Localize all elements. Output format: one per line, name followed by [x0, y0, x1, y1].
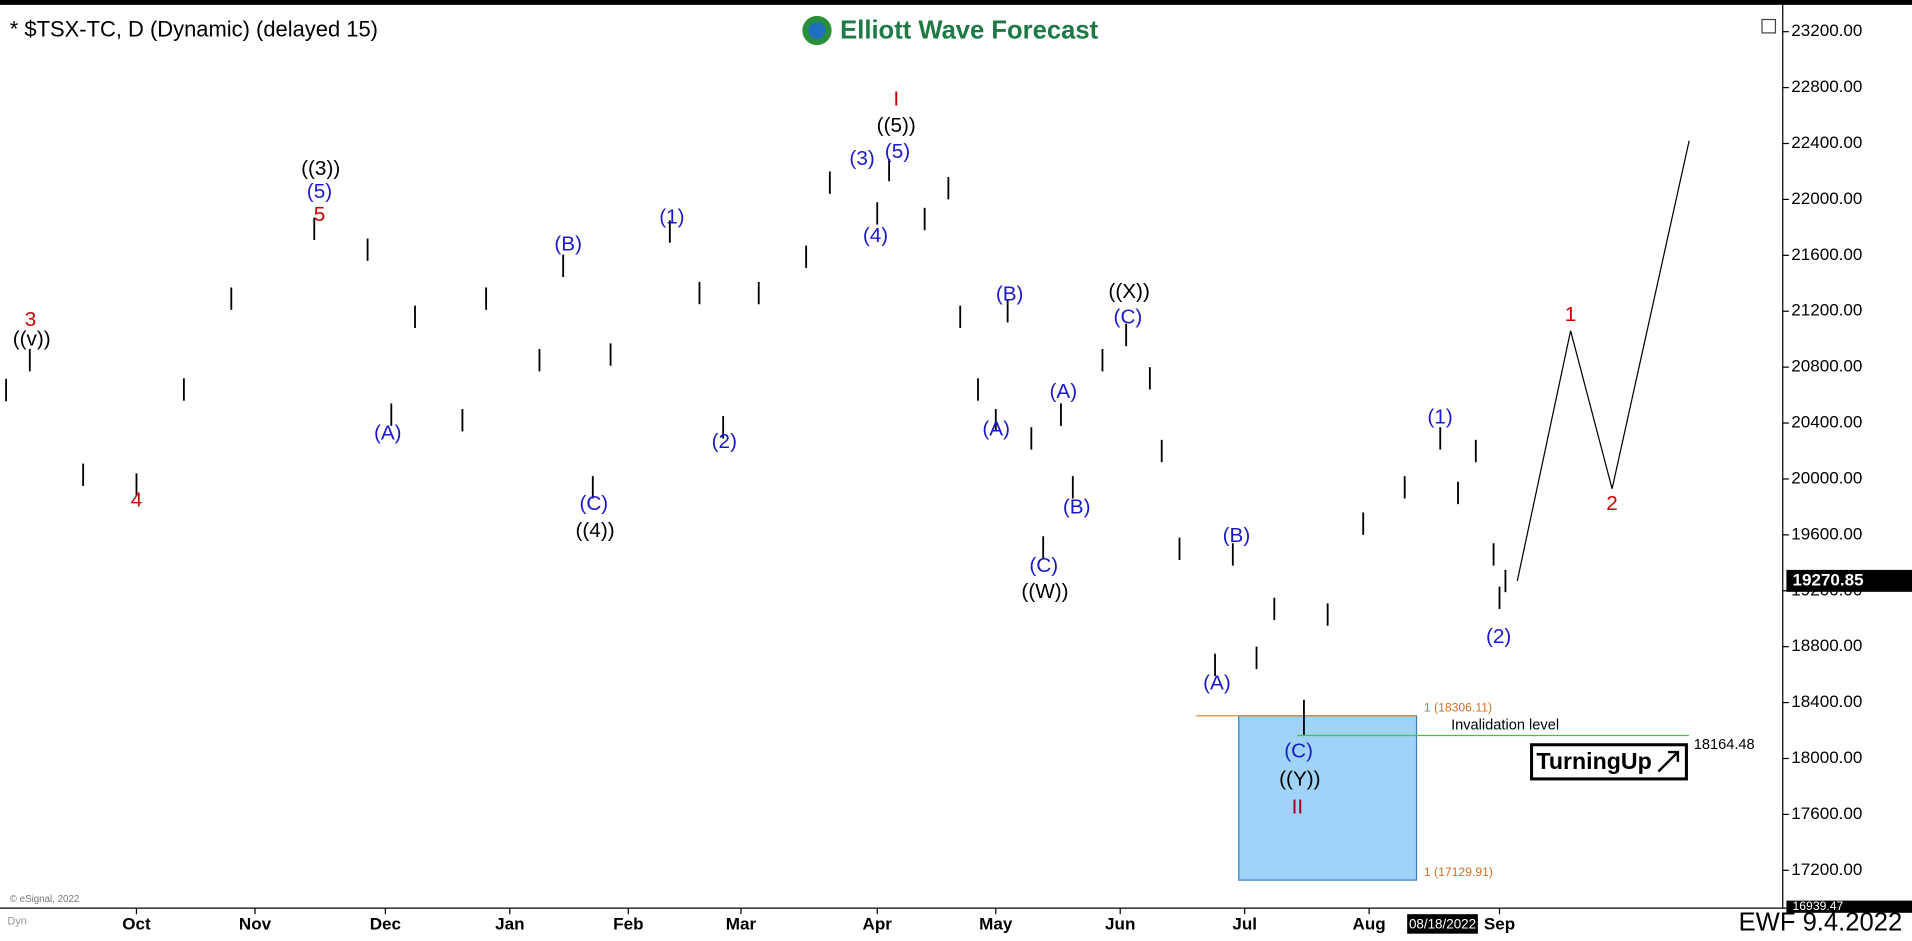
y-tick-label: 19600.00: [1791, 524, 1862, 543]
y-tick-label: 22000.00: [1791, 189, 1862, 208]
y-tick-label: 18400.00: [1791, 692, 1862, 711]
invalidation-value: 18164.48: [1694, 737, 1755, 753]
x-tick-label: Nov: [239, 915, 272, 934]
wave-label: (2): [1486, 625, 1511, 648]
wave-label: ((W)): [1021, 580, 1068, 603]
wave-label: ((v)): [13, 328, 51, 351]
wave-label: (B): [554, 232, 582, 255]
wave-label: (C): [1029, 554, 1058, 577]
wave-label: ((X)): [1108, 280, 1149, 303]
wave-label: (A): [1049, 380, 1077, 403]
wave-label: (3): [849, 147, 874, 170]
wave-label: (1): [1427, 406, 1452, 429]
badge: TurningUp: [1530, 743, 1688, 781]
chart-title: * $TSX-TC, D (Dynamic) (delayed 15): [10, 16, 378, 41]
target-box: [1238, 715, 1418, 881]
logo-icon-inner: [808, 21, 826, 40]
y-tick-label: 20400.00: [1791, 413, 1862, 432]
wave-label: ((Y)): [1279, 768, 1320, 791]
badge-arrow: [1657, 750, 1680, 773]
logo: Elliott Wave Forecast: [795, 12, 1117, 49]
wave-label: 4: [131, 488, 143, 511]
date-box: [1407, 914, 1478, 934]
wave-label: I: [893, 87, 899, 110]
wave-label: 5: [314, 203, 326, 226]
y-tick-label: 20800.00: [1791, 357, 1862, 376]
badge-text: TurningUp: [1536, 748, 1651, 774]
last-price-label: 19270.85: [1793, 570, 1864, 589]
wave-label: (4): [863, 224, 888, 247]
y-tick-label: 17200.00: [1791, 860, 1862, 879]
wave-label: ((4)): [575, 519, 614, 542]
y-tick-label: 21200.00: [1791, 301, 1862, 320]
wave-label: II: [1292, 796, 1304, 819]
y-tick-label: 18000.00: [1791, 748, 1862, 767]
wave-label: (C): [1284, 740, 1313, 763]
wave-label: (A): [1203, 671, 1231, 694]
y-tick-label: 22800.00: [1791, 77, 1862, 96]
top-border: [0, 0, 1912, 5]
x-tick-label: Aug: [1353, 915, 1386, 934]
wave-label: (B): [1223, 524, 1251, 547]
box-top-label: 1 (18306.11): [1424, 701, 1492, 715]
box-bottom-label: 1 (17129.91): [1424, 865, 1493, 879]
axis-min-label: 16939.47: [1793, 899, 1844, 913]
wave-label: (1): [659, 206, 684, 229]
wave-label: (5): [885, 140, 910, 163]
wave-label: 1: [1565, 303, 1577, 326]
y-tick-label: 23200.00: [1791, 21, 1862, 40]
projection-line: [1516, 140, 1690, 582]
dyn-label: Dyn: [7, 915, 27, 927]
y-tick-label: 20000.00: [1791, 468, 1862, 487]
badge-box: [1530, 743, 1688, 781]
x-tick-label: Mar: [726, 915, 757, 934]
x-tick-label: Feb: [613, 915, 643, 934]
x-tick-label: Jan: [495, 915, 524, 934]
wave-label: (5): [307, 180, 332, 203]
wave-label: 2: [1606, 492, 1618, 515]
window-icon[interactable]: [1761, 18, 1777, 34]
x-tick-label: Sep: [1484, 915, 1515, 934]
x-tick-label: May: [979, 915, 1013, 934]
logo-text: Elliott Wave Forecast: [840, 16, 1098, 44]
copyright: © eSignal, 2022: [10, 894, 80, 905]
x-tick-label: Jun: [1105, 915, 1135, 934]
date-box-text: 08/18/2022: [1409, 917, 1476, 932]
x-tick-label: Dec: [370, 915, 401, 934]
wave-label: (A): [374, 421, 402, 444]
invalidation-text: Invalidation level: [1451, 718, 1559, 734]
y-tick-label: 22400.00: [1791, 133, 1862, 152]
y-tick-label: 17600.00: [1791, 804, 1862, 823]
footer: EWF 9.4.2022: [1739, 909, 1903, 937]
wave-label: (B): [1063, 496, 1091, 519]
wave-label: (2): [712, 430, 737, 453]
wave-label: (B): [996, 282, 1024, 305]
wave-label: ((5)): [877, 114, 916, 137]
wave-label: (C): [1114, 306, 1143, 329]
logo-bg: [795, 12, 1117, 49]
x-tick-label: Jul: [1232, 915, 1257, 934]
x-tick-label: Apr: [863, 915, 893, 934]
wave-label: (C): [579, 492, 608, 515]
wave-label: ((3)): [301, 157, 340, 180]
y-tick-label: 18800.00: [1791, 636, 1862, 655]
last-price-box: [1786, 569, 1912, 592]
axis-min-box: [1786, 900, 1912, 913]
wave-label: (A): [982, 418, 1010, 441]
x-tick-label: Oct: [122, 915, 151, 934]
wave-label: 3: [25, 308, 37, 331]
y-tick-label: 21600.00: [1791, 245, 1862, 264]
